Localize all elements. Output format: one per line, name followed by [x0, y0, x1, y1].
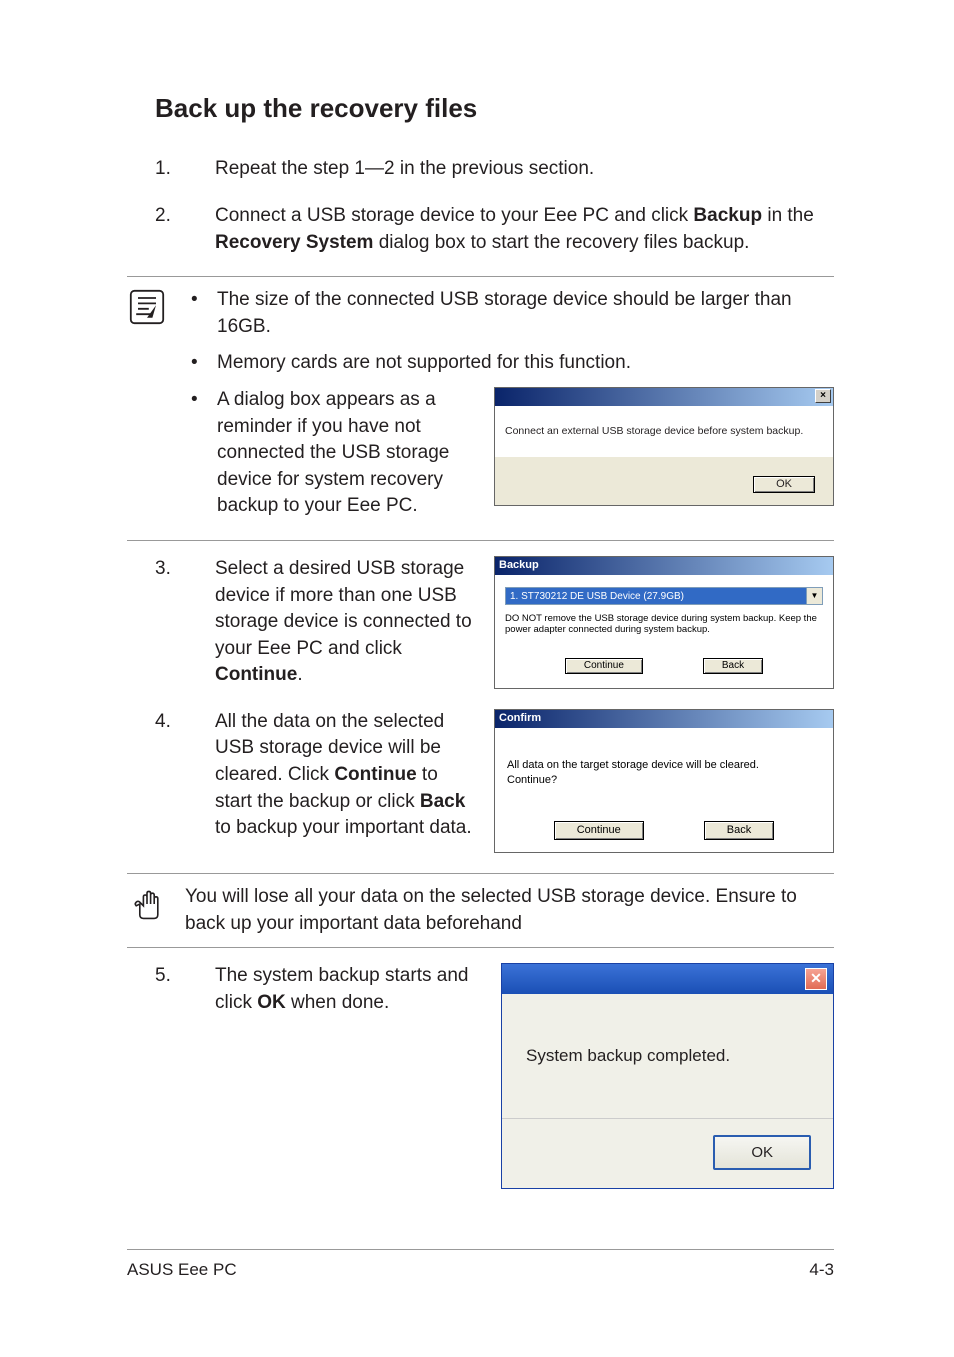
hand-icon	[127, 884, 167, 937]
note-text: You will lose all your data on the selec…	[185, 884, 834, 937]
dialog-message: All data on the target storage device wi…	[507, 758, 821, 789]
step-list: 1. Repeat the step 1—2 in the previous s…	[155, 156, 834, 256]
continue-button[interactable]: Continue	[554, 821, 644, 840]
step-body: Select a desired USB storage device if m…	[215, 556, 834, 689]
usb-device-select[interactable]: 1. ST730212 DE USB Device (27.9GB) ▼	[505, 587, 823, 605]
ok-button[interactable]: OK	[713, 1135, 811, 1170]
step-number: 5.	[155, 963, 215, 1189]
note-box-2: You will lose all your data on the selec…	[127, 873, 834, 948]
step-body: All the data on the selected USB storage…	[215, 709, 834, 853]
step-1: 1. Repeat the step 1—2 in the previous s…	[155, 156, 834, 183]
dialog-title-bar: ✕	[502, 964, 833, 994]
note-bullet: • A dialog box appears as a reminder if …	[185, 387, 834, 520]
step-list-cont2: 5. The system backup starts and click OK…	[155, 963, 834, 1189]
dialog-title-bar: Confirm	[495, 710, 833, 728]
back-button[interactable]: Back	[703, 658, 763, 674]
step-body: The system backup starts and click OK wh…	[215, 963, 834, 1189]
dialog-title-bar: ×	[495, 388, 833, 406]
note-icon	[127, 287, 167, 530]
step-number: 4.	[155, 709, 215, 853]
dialog-message: System backup completed.	[502, 994, 833, 1118]
confirm-dialog: Confirm All data on the target storage d…	[494, 709, 834, 853]
backup-select-dialog: Backup 1. ST730212 DE USB Device (27.9GB…	[494, 556, 834, 689]
note-bullet-list: •The size of the connected USB storage d…	[185, 287, 834, 520]
ok-button[interactable]: OK	[753, 476, 815, 493]
page-footer: ASUS Eee PC 4-3	[127, 1249, 834, 1282]
backup-complete-dialog: ✕ System backup completed. OK	[501, 963, 834, 1189]
note-box-1: •The size of the connected USB storage d…	[127, 276, 834, 541]
dialog-warning: DO NOT remove the USB storage device dur…	[505, 613, 823, 636]
selected-device: 1. ST730212 DE USB Device (27.9GB)	[506, 588, 806, 604]
footer-left: ASUS Eee PC	[127, 1258, 237, 1282]
note-bullet: •Memory cards are not supported for this…	[185, 350, 834, 377]
step-body: Repeat the step 1—2 in the previous sect…	[215, 156, 834, 183]
dialog-message: Connect an external USB storage device b…	[495, 406, 833, 457]
step-number: 3.	[155, 556, 215, 689]
section-title: Back up the recovery files	[155, 90, 834, 126]
step-5: 5. The system backup starts and click OK…	[155, 963, 834, 1189]
step-2: 2. Connect a USB storage device to your …	[155, 203, 834, 256]
step-3: 3. Select a desired USB storage device i…	[155, 556, 834, 689]
connect-usb-dialog: × Connect an external USB storage device…	[494, 387, 834, 506]
dialog-title-bar: Backup	[495, 557, 833, 575]
step-number: 2.	[155, 203, 215, 256]
back-button[interactable]: Back	[704, 821, 774, 840]
continue-button[interactable]: Continue	[565, 658, 643, 674]
chevron-down-icon[interactable]: ▼	[806, 588, 822, 604]
footer-page-number: 4-3	[809, 1258, 834, 1282]
step-list-cont: 3. Select a desired USB storage device i…	[155, 556, 834, 853]
close-icon[interactable]: ✕	[805, 968, 827, 990]
note-bullet: •The size of the connected USB storage d…	[185, 287, 834, 340]
step-body: Connect a USB storage device to your Eee…	[215, 203, 834, 256]
step-number: 1.	[155, 156, 215, 183]
close-icon[interactable]: ×	[815, 389, 831, 403]
step-4: 4. All the data on the selected USB stor…	[155, 709, 834, 853]
